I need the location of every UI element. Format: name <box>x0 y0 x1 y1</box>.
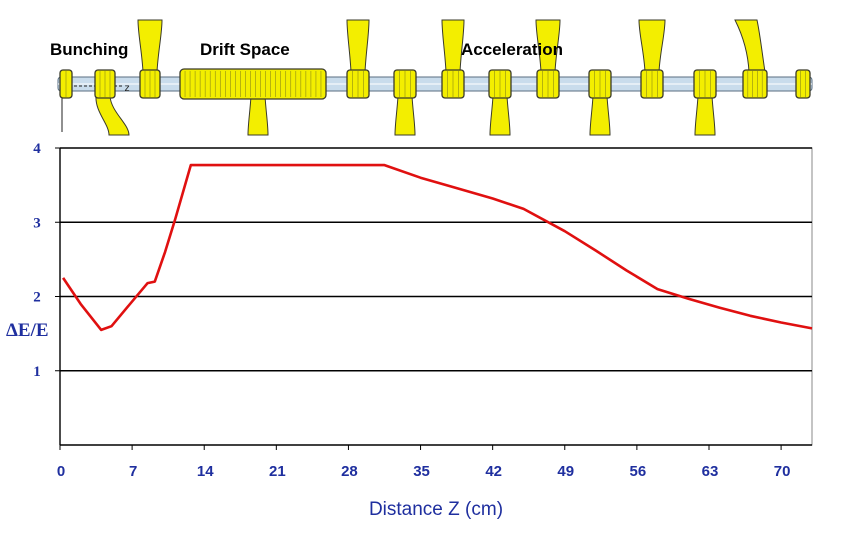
x-tick-labels: 0 7 14 21 28 35 42 49 56 63 70 <box>57 463 791 480</box>
axes <box>55 147 812 450</box>
rf-coupler-top <box>734 19 766 73</box>
rf-coupler-bottom <box>247 95 269 136</box>
x-tick-label: 70 <box>774 463 791 480</box>
grid-lines <box>60 147 812 372</box>
cavity-cell <box>94 69 116 99</box>
x-tick-label: 7 <box>129 463 137 480</box>
y-tick-label: 1 <box>33 364 41 380</box>
x-tick-label: 42 <box>485 463 502 480</box>
cavity-cell <box>588 69 612 99</box>
cavity-cell <box>59 69 73 99</box>
rf-coupler-top <box>346 19 370 73</box>
series-line-0 <box>62 163 813 332</box>
z-axis-marker: z <box>124 83 130 94</box>
rf-coupler-top <box>638 19 666 73</box>
cavity-cell <box>640 69 664 99</box>
rf-coupler-bottom <box>489 95 511 136</box>
x-tick-label: 35 <box>413 463 430 480</box>
y-tick-label: 3 <box>33 215 41 231</box>
x-tick-label: 0 <box>57 463 65 480</box>
cavity-cell <box>393 69 417 99</box>
rf-coupler-top <box>535 19 561 73</box>
rf-coupler-top <box>441 19 465 73</box>
x-tick-label: 14 <box>197 463 214 480</box>
cavity-cell <box>742 69 768 99</box>
series-group <box>62 163 813 332</box>
x-tick-label: 56 <box>630 463 647 480</box>
rf-coupler-bottom <box>694 95 716 136</box>
cavity-cell <box>488 69 512 99</box>
x-axis-label: Distance Z (cm) <box>369 499 503 520</box>
x-tick-label: 28 <box>341 463 358 480</box>
cavity-cell <box>441 69 465 99</box>
cavity-cell <box>693 69 717 99</box>
cavity-cell <box>139 69 161 99</box>
section-label-bunching: Bunching <box>50 40 128 59</box>
x-tick-label: 49 <box>557 463 574 480</box>
cavity-cell <box>795 69 811 99</box>
y-tick-label: 2 <box>33 290 41 306</box>
rf-coupler-top <box>137 19 163 73</box>
rf-coupler-bottom <box>95 95 130 136</box>
section-label-drift-space: Drift Space <box>200 40 290 59</box>
cavity-cell <box>346 69 370 99</box>
rf-coupler-bottom <box>589 95 611 136</box>
section-label-acceleration: Acceleration <box>461 40 563 59</box>
x-tick-label: 63 <box>702 463 719 480</box>
beamline-diagram <box>57 19 813 136</box>
rf-coupler-bottom <box>394 95 416 136</box>
y-axis-label: ΔE/E <box>6 320 49 341</box>
drift-tube <box>179 68 327 100</box>
y-tick-labels: 1 2 3 4 <box>33 141 41 380</box>
cavity-cell <box>536 69 560 99</box>
chart: 0 7 14 21 28 35 42 49 56 63 70 1 2 3 4 ΔE/E Distance … <box>6 141 813 520</box>
x-tick-label: 21 <box>269 463 286 480</box>
y-tick-label: 4 <box>33 141 41 157</box>
